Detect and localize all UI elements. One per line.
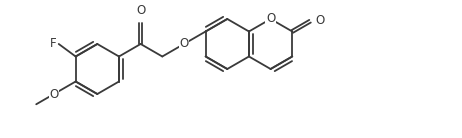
Text: O: O (316, 14, 325, 27)
Text: O: O (179, 38, 188, 51)
Text: O: O (49, 87, 59, 100)
Text: O: O (266, 12, 275, 26)
Text: F: F (50, 38, 56, 51)
Text: O: O (136, 4, 145, 17)
